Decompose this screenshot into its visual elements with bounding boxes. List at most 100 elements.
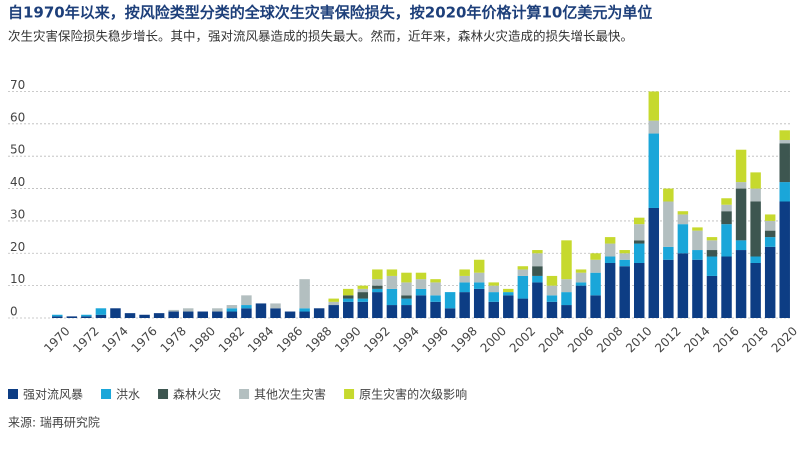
x-tick-label: 1986: [274, 324, 305, 355]
bar-segment: [677, 211, 689, 215]
bar-segment: [95, 314, 107, 318]
bar-segment: [444, 292, 456, 309]
bar-segment: [415, 279, 427, 289]
bar-segment: [488, 282, 499, 286]
legend-label: 森林火灾: [173, 387, 221, 402]
bar-segment: [430, 301, 441, 318]
bar-segment: [546, 301, 558, 318]
bar-segment: [52, 314, 63, 317]
bar-segment: [459, 275, 470, 283]
bar-segment: [648, 91, 660, 121]
bar-segment: [372, 288, 383, 293]
bar-segment: [357, 298, 369, 302]
bar-segment: [735, 188, 747, 241]
bar-segment: [648, 133, 660, 208]
bar-segment: [590, 259, 601, 273]
bar-segment: [284, 311, 296, 318]
bar-segment: [430, 279, 441, 283]
bar-segment: [590, 253, 601, 260]
x-tick-label: 2008: [594, 324, 625, 355]
bar-segment: [270, 303, 281, 309]
bar-segment: [139, 314, 150, 318]
x-tick-label: 1972: [70, 324, 101, 355]
y-tick-label: 10: [10, 272, 25, 286]
x-tick-label: 2000: [478, 324, 509, 355]
y-tick-label: 40: [10, 175, 25, 189]
y-tick-label: 60: [10, 110, 25, 124]
bar-segment: [182, 308, 194, 312]
x-tick-label: 1984: [245, 324, 276, 355]
bar-segment: [692, 227, 703, 231]
x-tick-label: 1988: [303, 324, 334, 355]
y-tick-label: 0: [10, 305, 18, 319]
legend-label: 强对流风暴: [23, 388, 83, 402]
bar-segment: [750, 188, 761, 202]
bar-segment: [357, 288, 369, 293]
y-tick-label: 70: [10, 78, 25, 92]
bar-segment: [372, 292, 383, 318]
legend-swatch: [8, 389, 18, 399]
bar-segment: [735, 250, 747, 318]
bar-segment: [459, 282, 470, 293]
bar-segment: [81, 316, 92, 318]
legend-swatch: [158, 389, 169, 399]
bar-segment: [604, 237, 616, 244]
bar-segment: [430, 295, 441, 302]
bar-segment: [168, 311, 179, 318]
chart-subtitle: 次生灾害保险损失稳步增长。其中，强对流风暴造成的损失最大。然而，近年来，森林火灾…: [8, 29, 633, 44]
bar-segment: [517, 269, 529, 276]
bar-segment: [648, 120, 660, 134]
bar-segment: [401, 272, 412, 283]
bar-segment: [619, 266, 630, 318]
bar-segment: [750, 256, 761, 263]
bar-segment: [779, 182, 790, 202]
bar-segment: [386, 288, 398, 306]
bar-segment: [343, 288, 354, 296]
x-tick-label: 1980: [187, 324, 218, 355]
bar-segment: [372, 285, 383, 289]
bar-segment: [226, 311, 238, 318]
bar-segment: [663, 201, 674, 247]
bar-segment: [488, 285, 499, 293]
bar-segment: [706, 237, 718, 241]
bar-segment: [401, 298, 412, 306]
bar-segment: [328, 298, 339, 302]
bar-segment: [66, 316, 78, 318]
bar-segment: [735, 240, 747, 251]
bar-segment: [648, 207, 660, 318]
bar-segment: [706, 250, 718, 257]
bar-segment: [590, 272, 601, 296]
bar-segment: [764, 220, 776, 231]
bar-segment: [561, 279, 572, 293]
bar-segment: [343, 301, 354, 318]
bar-segment: [663, 259, 674, 318]
bar-segment: [721, 256, 732, 318]
x-tick-label: 1998: [449, 324, 480, 355]
bar-segment: [779, 130, 790, 141]
bar-segment: [779, 143, 790, 183]
bar-segment: [357, 285, 369, 289]
bar-segment: [255, 303, 267, 318]
bar-segment: [546, 285, 558, 296]
x-tick-label: 1978: [158, 324, 189, 355]
source: 来源: 瑞再研究院: [8, 415, 100, 430]
bar-segment: [764, 246, 776, 318]
bar-segment: [153, 313, 165, 318]
bar-segment: [313, 308, 325, 318]
bar-segment: [226, 305, 238, 309]
bar-segment: [633, 217, 645, 225]
bar-segment: [401, 305, 412, 318]
bar-segment: [503, 292, 514, 296]
legend-swatch: [239, 389, 250, 399]
bar-segment: [779, 140, 790, 144]
bar-segment: [532, 275, 543, 283]
bar-segment: [401, 282, 412, 296]
bar-segment: [575, 269, 587, 273]
bar-segment: [415, 288, 427, 296]
bar-segment: [328, 305, 339, 318]
bar-segment: [444, 308, 456, 318]
bar-segment: [604, 243, 616, 257]
bar-segment: [619, 253, 630, 260]
legend-swatch: [344, 389, 355, 399]
bar-segment: [706, 240, 718, 251]
